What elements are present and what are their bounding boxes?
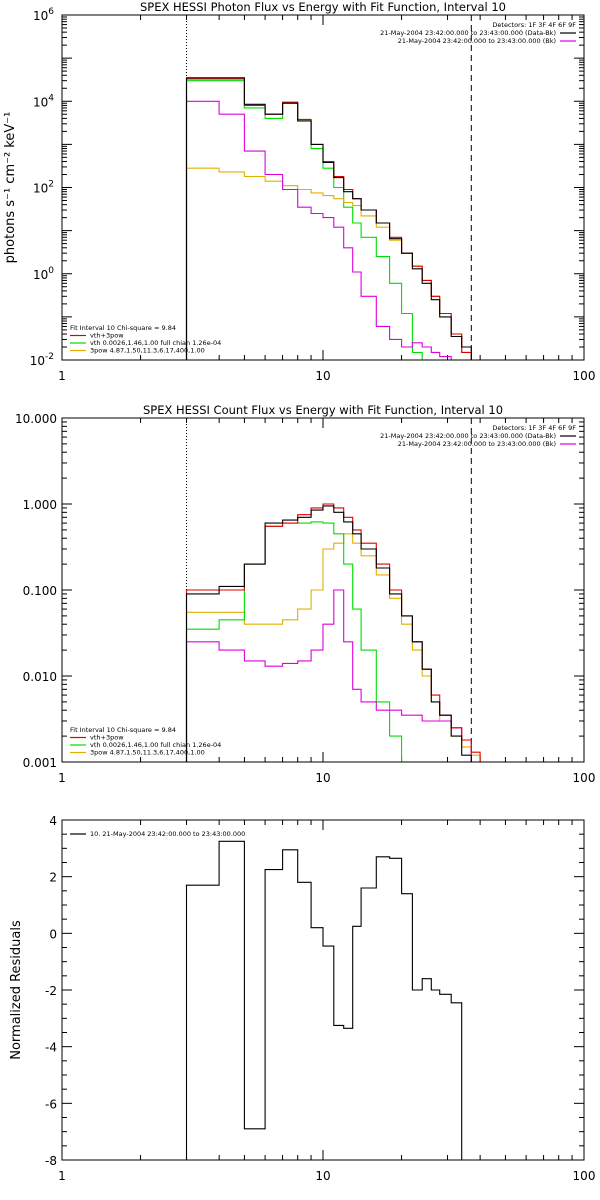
legend-entry-label: 10. 21-May-2004 23:42:00.000 to 23:43:00…	[90, 830, 245, 838]
x-tick-label: 10	[315, 771, 330, 785]
y-tick-label: -4	[45, 1041, 57, 1055]
y-tick-mantissa: 10	[33, 268, 48, 282]
y-tick-label: 104	[33, 93, 54, 109]
y-tick-label: 102	[33, 180, 54, 196]
y-tick-label: 0.100	[23, 584, 57, 598]
legend-entry-label: 21-May-2004 23:42:00.000 to 23:43:00.000…	[398, 440, 556, 448]
legend-header: Detectors: 1F 3F 4F 6F 9F	[492, 21, 576, 29]
y-tick-label: -2	[45, 984, 57, 998]
chart-title: SPEX HESSI Count Flux vs Energy with Fit…	[143, 403, 503, 417]
y-tick-exponent: -2	[45, 352, 54, 362]
y-axis-label: photons s⁻¹ cm⁻² keV⁻¹	[3, 112, 18, 264]
x-tick-label: 1	[58, 1169, 66, 1183]
series-data-line	[185, 77, 472, 360]
y-tick-exponent: 6	[48, 7, 54, 17]
series-background-line	[185, 100, 481, 361]
legend-entry-label: vth 0.0026,1.46,1.00 full chian 1.26e-04	[90, 741, 221, 749]
x-tick-label: 1	[58, 771, 66, 785]
y-tick-label: 2	[49, 871, 57, 885]
series-data-line	[185, 840, 463, 1160]
y-axis-label: Normalized Residuals	[9, 920, 24, 1060]
y-tick-label: 0.010	[23, 670, 57, 684]
chart-panel-2: SPEX HESSI Count Flux vs Energy with Fit…	[15, 403, 595, 785]
chart-panel-1: SPEX HESSI Photon Flux vs Energy with Fi…	[3, 0, 595, 383]
y-tick-label: -6	[45, 1097, 57, 1111]
y-tick-label: 10.000	[15, 412, 57, 426]
y-tick-exponent: 4	[48, 93, 54, 103]
y-tick-label: 1.000	[23, 498, 57, 512]
plot-frame	[61, 819, 585, 1161]
legend-entry-label: vth+3pow	[90, 332, 124, 340]
y-tick-exponent: 2	[48, 180, 54, 190]
series-bpow-line	[185, 533, 491, 763]
series-vth-line	[185, 521, 413, 763]
legend-entry-label: 21-May-2004 23:42:00.000 to 23:43:00.000…	[398, 37, 556, 45]
legend-entry-label: 3pow 4.87,1.50,11.3,6.17,400,1.00	[90, 347, 205, 355]
chart-panel-3: 1 10 100 4 2 0 -2 -4 -6 -8 Normalized Residuals 10.…	[9, 814, 595, 1183]
legend-entry-label: 3pow 4.87,1.50,11.3,6.17,400,1.00	[90, 749, 205, 757]
y-tick-mantissa: 10	[30, 354, 45, 368]
series-vth-line	[185, 80, 423, 360]
x-tick-label: 10	[315, 369, 330, 383]
legend-entry-label: 21-May-2004 23:42:00.000 to 23:43:00.000…	[380, 29, 556, 37]
y-tick-label: 10-2	[30, 352, 54, 368]
chart-title: SPEX HESSI Photon Flux vs Energy with Fi…	[140, 0, 506, 14]
legend-entry-label: 21-May-2004 23:42:00.000 to 23:43:00.000…	[380, 432, 556, 440]
y-tick-label: -8	[45, 1154, 57, 1168]
y-tick-label: 106	[33, 7, 54, 23]
y-tick-label: 0	[49, 927, 57, 941]
x-tick-label: 100	[573, 771, 596, 785]
series-background-line	[185, 589, 472, 762]
y-tick-label: 0.001	[23, 756, 57, 770]
plot-frame	[61, 417, 585, 763]
series-bpow-line	[185, 167, 491, 361]
y-tick-mantissa: 10	[33, 182, 48, 196]
x-tick-label: 100	[573, 369, 596, 383]
series-data-line	[185, 505, 481, 763]
legend-entry-label: vth 0.0026,1.46,1.00 full chian 1.26e-04	[90, 339, 221, 347]
y-tick-label: 4	[49, 814, 57, 828]
y-tick-label: 100	[33, 266, 54, 282]
y-tick-exponent: 0	[48, 266, 54, 276]
y-tick-mantissa: 10	[33, 9, 48, 23]
legend-header: Detectors: 1F 3F 4F 6F 9F	[492, 424, 576, 432]
y-tick-mantissa: 10	[33, 95, 48, 109]
x-tick-label: 10	[315, 1169, 330, 1183]
x-tick-label: 1	[58, 369, 66, 383]
legend-entry-label: vth+3pow	[90, 734, 124, 742]
legend-header: Fit Interval 10 Chi-square = 9.84	[70, 324, 176, 332]
plot-frame	[61, 14, 585, 361]
legend-header: Fit Interval 10 Chi-square = 9.84	[70, 726, 176, 734]
x-tick-label: 100	[573, 1169, 596, 1183]
